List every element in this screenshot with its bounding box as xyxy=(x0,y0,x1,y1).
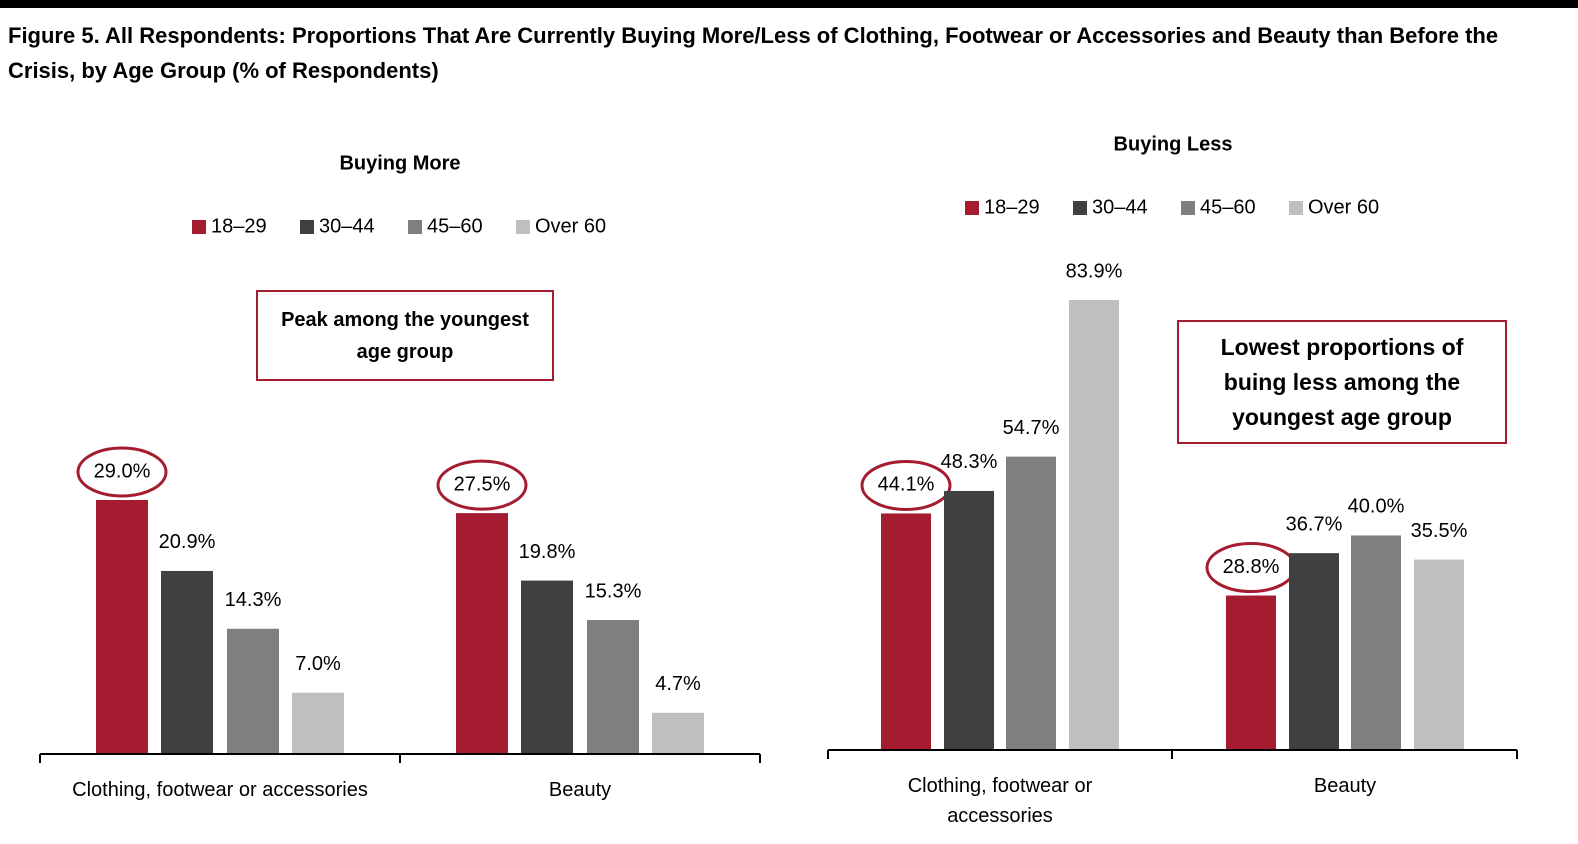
legend-label: 45–60 xyxy=(1200,196,1256,218)
legend-swatch xyxy=(408,220,422,234)
legend-swatch xyxy=(300,220,314,234)
value-label: 44.1% xyxy=(878,474,935,496)
figure-title: Figure 5. All Respondents: Proportions T… xyxy=(8,23,1499,83)
chart-title: Buying Less xyxy=(1114,133,1233,155)
value-label: 40.0% xyxy=(1348,496,1405,518)
x-tick-label: Clothing, footwear or accessories xyxy=(907,775,1093,827)
bar xyxy=(881,513,931,750)
bar xyxy=(1226,595,1276,750)
bar xyxy=(161,570,213,754)
bar xyxy=(227,628,279,754)
legend-label: 45–60 xyxy=(427,215,483,237)
bar xyxy=(1006,456,1056,750)
legend-swatch xyxy=(1181,201,1195,215)
legend-label: 18–29 xyxy=(984,196,1040,218)
x-tick-label: Clothing, footwear or accessories xyxy=(72,779,368,801)
bar xyxy=(1351,535,1401,750)
bar xyxy=(456,513,508,754)
legend-swatch xyxy=(516,220,530,234)
value-label: 29.0% xyxy=(94,460,151,482)
value-label: 15.3% xyxy=(585,580,642,602)
top-rule xyxy=(0,0,1578,8)
legend-label: 30–44 xyxy=(319,215,375,237)
legend-swatch xyxy=(1289,201,1303,215)
legend-swatch xyxy=(192,220,206,234)
highlight-ellipse xyxy=(76,446,168,498)
bar xyxy=(1289,553,1339,750)
value-label: 28.8% xyxy=(1223,556,1280,578)
bar xyxy=(292,692,344,754)
value-label: 4.7% xyxy=(655,673,701,695)
value-label: 19.8% xyxy=(519,541,576,563)
value-label: 27.5% xyxy=(454,473,511,495)
value-label: 54.7% xyxy=(1003,417,1060,439)
x-tick-label: Beauty xyxy=(1313,775,1377,797)
bar xyxy=(521,580,573,754)
bar xyxy=(944,490,994,750)
legend-swatch xyxy=(965,201,979,215)
bar xyxy=(96,500,148,754)
chart-title: Buying More xyxy=(339,152,460,174)
value-label: 7.0% xyxy=(295,653,341,675)
value-label: 36.7% xyxy=(1286,513,1343,535)
bar xyxy=(652,712,704,754)
legend-swatch xyxy=(1073,201,1087,215)
value-label: 14.3% xyxy=(225,589,282,611)
legend-label: 18–29 xyxy=(211,215,267,237)
legend-label: Over 60 xyxy=(535,215,606,237)
legend-label: Over 60 xyxy=(1308,196,1379,218)
x-tick-label: Beauty xyxy=(548,779,612,801)
bar xyxy=(587,619,639,754)
value-label: 35.5% xyxy=(1411,520,1468,542)
legend-label: 30–44 xyxy=(1092,196,1148,218)
value-label: 20.9% xyxy=(159,531,216,553)
bar xyxy=(1069,300,1119,750)
highlight-ellipse xyxy=(436,459,528,511)
annotation-box: Peak among the youngest age group xyxy=(256,290,554,381)
highlight-ellipse xyxy=(860,459,952,511)
value-label: 48.3% xyxy=(941,451,998,473)
bar xyxy=(1414,559,1464,750)
value-label: 83.9% xyxy=(1066,260,1123,282)
annotation-box: Lowest proportions of buing less among t… xyxy=(1177,320,1507,444)
